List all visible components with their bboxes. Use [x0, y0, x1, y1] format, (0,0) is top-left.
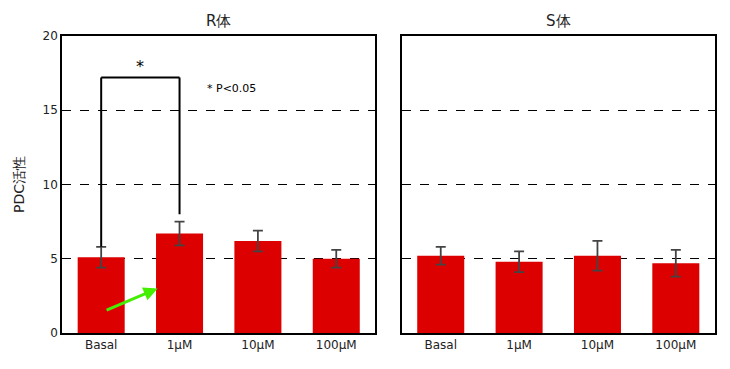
svg-text:10: 10 [43, 178, 58, 192]
svg-text:Basal: Basal [85, 338, 118, 352]
svg-text:100μM: 100μM [655, 338, 696, 352]
svg-text:5: 5 [50, 252, 58, 266]
svg-text:S体: S体 [546, 12, 571, 30]
svg-text:Basal: Basal [424, 338, 457, 352]
svg-text:*: * [136, 57, 144, 76]
svg-text:10μM: 10μM [241, 338, 274, 352]
svg-text:10μM: 10μM [581, 338, 614, 352]
svg-text:1μM: 1μM [167, 338, 193, 352]
svg-text:R体: R体 [206, 12, 231, 30]
svg-text:PDC活性: PDC活性 [11, 156, 27, 213]
svg-text:0: 0 [50, 326, 58, 340]
svg-text:15: 15 [43, 103, 58, 117]
svg-text:* P<0.05: * P<0.05 [207, 82, 256, 95]
svg-text:100μM: 100μM [316, 338, 357, 352]
svg-text:20: 20 [43, 29, 58, 43]
svg-text:1μM: 1μM [506, 338, 532, 352]
